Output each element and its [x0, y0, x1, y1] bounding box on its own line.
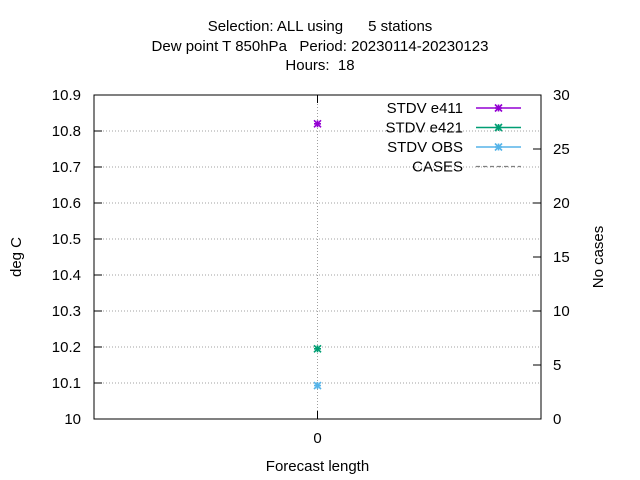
- y2-tick-label: 0: [553, 411, 561, 428]
- y2-tick-label: 20: [553, 195, 570, 212]
- legend-label: STDV e411: [387, 100, 463, 117]
- data-point-stdv-e421: [313, 344, 322, 353]
- axis-ticks: [94, 94, 541, 420]
- legend-label: CASES: [412, 159, 463, 176]
- legend-item: STDV OBS: [387, 139, 521, 156]
- y-tick-label: 10.1: [52, 375, 81, 392]
- data-point-stdv-e411: [313, 119, 322, 128]
- legend-item: STDV e421: [385, 120, 521, 137]
- y-tick-label: 10.3: [52, 303, 81, 320]
- legend-item: STDV e411: [387, 100, 521, 117]
- y2-tick-label: 25: [553, 141, 570, 158]
- legend-item: CASES: [412, 159, 521, 176]
- y2-tick-label: 5: [553, 357, 561, 374]
- x-tick-labels: 0: [313, 430, 321, 447]
- y-tick-label: 10.2: [52, 339, 81, 356]
- legend-marker: [494, 103, 503, 113]
- legend-label: STDV e421: [385, 120, 463, 137]
- y-tick-label: 10.7: [52, 159, 81, 176]
- x-tick-label: 0: [313, 430, 321, 447]
- y-tick-label: 10.8: [52, 123, 81, 140]
- y-tick-label: 10.4: [52, 267, 81, 284]
- y-tick-labels: 10 10.1 10.2 10.3 10.4 10.5 10.6 10.7 10.8 10.9: [52, 87, 81, 428]
- legend: STDV e411 STDV e421 STDV OBS CASES: [385, 100, 521, 176]
- y2-axis-label: No cases: [590, 226, 607, 289]
- legend-label: STDV OBS: [387, 139, 463, 156]
- y-tick-label: 10.9: [52, 87, 81, 104]
- legend-marker: [494, 123, 503, 132]
- y2-tick-label: 15: [553, 249, 570, 266]
- y-tick-label: 10.6: [52, 195, 81, 212]
- grid-lines: [94, 95, 541, 419]
- y2-tick-labels: 0 5 10 15 20 25 30: [553, 87, 570, 428]
- y2-tick-label: 10: [553, 303, 570, 320]
- y2-tick-label: 30: [553, 87, 570, 104]
- title-line-1: Selection: ALL using 5 stations: [207, 18, 433, 35]
- title-line-2: Dew point T 850hPa Period: 20230114-2023…: [151, 38, 489, 55]
- y-axis-label: deg C: [8, 237, 25, 277]
- title-line-3: Hours: 18: [285, 57, 355, 74]
- y-tick-label: 10.5: [52, 231, 81, 248]
- y-tick-label: 10: [64, 411, 81, 428]
- data-point-stdv-obs: [313, 381, 322, 390]
- data-points: [313, 119, 322, 390]
- x-axis-label: Forecast length: [266, 458, 369, 475]
- legend-marker: [494, 142, 503, 152]
